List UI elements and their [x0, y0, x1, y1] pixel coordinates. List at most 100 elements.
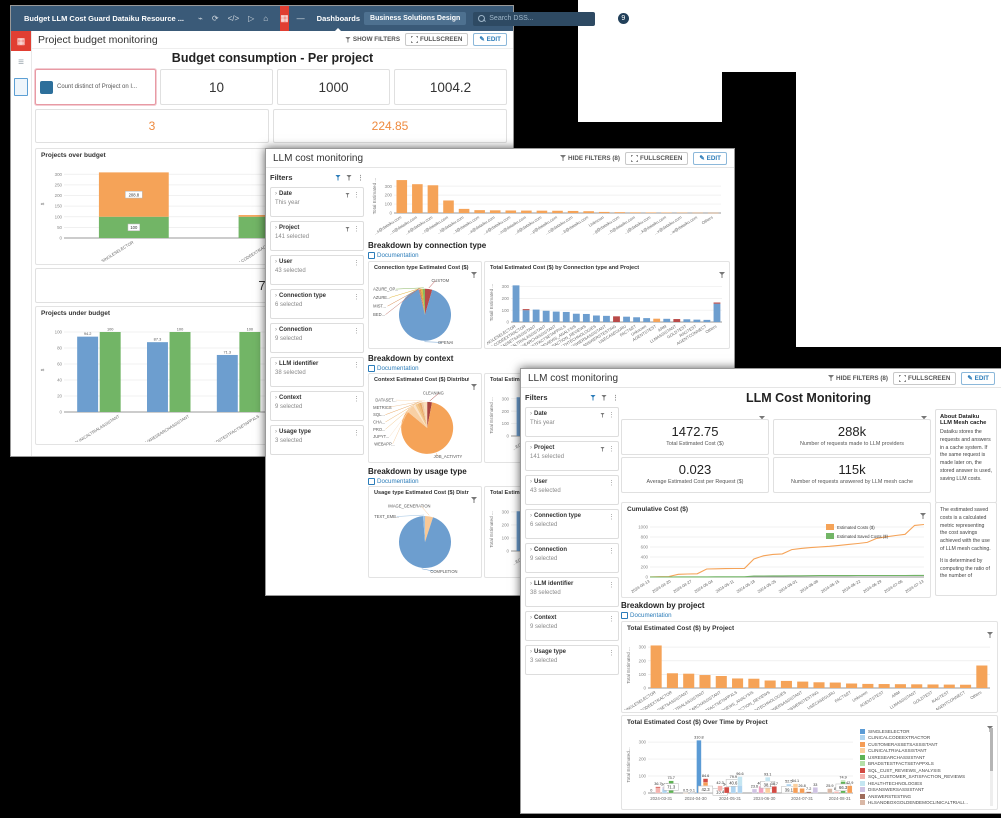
show-filters-button[interactable]: SHOW FILTERS [344, 36, 400, 43]
filter-card-date[interactable]: › Date This year ⋮ [525, 407, 619, 437]
dashboards-menu[interactable]: Dashboards [313, 6, 364, 31]
filter-card-date[interactable]: › Date This year ⋮ [270, 187, 364, 217]
filter-icon[interactable] [987, 632, 993, 638]
code-icon[interactable]: </> [227, 14, 240, 23]
filter-active-icon[interactable] [590, 394, 596, 401]
notification-badge[interactable]: 9 [617, 13, 629, 24]
filter-icon[interactable] [471, 384, 477, 390]
documentation-link[interactable]: Documentation [621, 612, 672, 619]
metric-tile-1004[interactable]: 1004.2 [394, 69, 507, 105]
kebab-icon[interactable]: ⋮ [608, 514, 615, 521]
menu-icon[interactable]: ≡ [18, 57, 24, 68]
filter-icon[interactable] [600, 446, 605, 452]
kebab-icon[interactable]: ⋮ [608, 616, 615, 623]
kebab-icon[interactable]: ⋮ [612, 394, 619, 402]
svg-text:50: 50 [57, 225, 62, 230]
dashboard-page-title: LLM Cost Monitoring [746, 391, 871, 405]
filter-icon[interactable] [471, 497, 477, 503]
kebab-icon[interactable]: ⋮ [608, 582, 615, 589]
section-breakdown-connection-type: Breakdown by connection type [368, 241, 487, 250]
filter-card-project[interactable]: › Project 141 selected ⋮ [525, 441, 619, 471]
slide-navigator-icon[interactable] [14, 78, 28, 96]
svg-text:MIST...: MIST... [373, 304, 386, 309]
filter-icon[interactable] [600, 412, 605, 418]
workspace-chip[interactable]: Business Solutions Design [364, 12, 467, 25]
filter-active-icon[interactable] [335, 174, 341, 181]
fullscreen-button[interactable]: FULLSCREEN [405, 33, 469, 46]
filter-card-llm-identifier[interactable]: › LLM identifier 38 selected ⋮ [525, 577, 619, 607]
apps-grid-icon[interactable]: ▦ [602, 13, 611, 23]
filter-icon[interactable] [471, 272, 477, 278]
legend-scrollbar[interactable] [990, 728, 993, 806]
edit-button[interactable]: ✎ EDIT [473, 33, 507, 46]
filter-card-usage-type[interactable]: › Usage type 3 selected ⋮ [525, 645, 619, 675]
filter-card-connection-type[interactable]: › Connection type 6 selected ⋮ [525, 509, 619, 539]
jobs-icon[interactable]: ▷ [248, 14, 255, 23]
documentation-link[interactable]: Documentation [368, 478, 419, 485]
filter-card-connection[interactable]: › Connection 9 selected ⋮ [270, 323, 364, 353]
edit-button[interactable]: ✎ EDIT [961, 371, 995, 385]
flow-icon[interactable]: ⌁ [198, 14, 203, 23]
kebab-icon[interactable]: ⋮ [608, 412, 615, 419]
kebab-icon[interactable]: ⋮ [353, 294, 360, 301]
kebab-icon[interactable]: ⋮ [608, 548, 615, 555]
kebab-icon[interactable]: ⋮ [608, 650, 615, 657]
metric-tile-count-distinct[interactable]: Count distinct of Project on I... [35, 69, 156, 105]
hide-filters-button[interactable]: HIDE FILTERS (8) [560, 155, 620, 162]
panel-title: Total Estimated [490, 377, 532, 383]
filter-card-user[interactable]: › User 43 selected ⋮ [525, 475, 619, 505]
dashboards-rail-icon[interactable]: ▦ [11, 31, 31, 51]
metric-total-cost[interactable]: 1472.75 Total Estimated Cost ($) [621, 419, 769, 455]
filter-card-usage-type[interactable]: › Usage type 3 selected ⋮ [270, 425, 364, 455]
svg-text:Others: Others [701, 215, 714, 226]
metric-average-cost[interactable]: 0.023 Average Estimated Cost per Request … [621, 457, 769, 493]
search-input[interactable]: Search DSS... [473, 11, 596, 26]
svg-text:2024-06-08: 2024-06-08 [799, 578, 820, 594]
svg-text:100: 100 [502, 421, 510, 426]
project-name[interactable]: Budget LLM Cost Guard Dataiku Resource .… [24, 14, 185, 23]
filter-card-project[interactable]: › Project 141 selected ⋮ [270, 221, 364, 251]
metric-requests-providers[interactable]: 288k Number of requests made to LLM provi… [773, 419, 931, 455]
documentation-link[interactable]: Documentation [368, 252, 419, 259]
filter-clear-icon[interactable] [346, 174, 352, 181]
metric-requests-cache[interactable]: 115k Number of requests answered by LLM m… [773, 457, 931, 493]
metric-tile-1000[interactable]: 1000 [277, 69, 390, 105]
filter-card-context[interactable]: › Context 9 selected ⋮ [525, 611, 619, 641]
filter-icon[interactable] [920, 513, 926, 519]
metric-tile-224[interactable]: 224.85 [273, 109, 507, 143]
svg-text:2024-08-31: 2024-08-31 [829, 796, 852, 801]
filter-card-connection-type[interactable]: › Connection type 6 selected ⋮ [270, 289, 364, 319]
svg-text:Estimated Saved Costs ($): Estimated Saved Costs ($) [837, 534, 889, 539]
filter-icon[interactable] [345, 226, 350, 232]
metric-tile-10[interactable]: 10 [160, 69, 273, 105]
filter-icon[interactable] [345, 192, 350, 198]
kebab-icon[interactable]: ⋮ [353, 396, 360, 403]
dashboards-app-icon[interactable]: ▦ [280, 6, 289, 31]
kebab-icon[interactable]: ⋮ [357, 174, 364, 182]
filter-card-context[interactable]: › Context 9 selected ⋮ [270, 391, 364, 421]
filter-card-connection[interactable]: › Connection 9 selected ⋮ [525, 543, 619, 573]
fullscreen-button[interactable]: FULLSCREEN [893, 371, 957, 385]
legend-item: SQL_CUSTOMER_SATISFACTION_REVIEWS [860, 774, 993, 780]
home-icon[interactable]: ⌂ [263, 14, 269, 23]
documentation-link[interactable]: Documentation [368, 365, 419, 372]
filter-card-user[interactable]: › User 43 selected ⋮ [270, 255, 364, 285]
kebab-icon[interactable]: ⋮ [353, 226, 360, 233]
kebab-icon[interactable]: ⋮ [353, 430, 360, 437]
kebab-icon[interactable]: ⋮ [353, 192, 360, 199]
metric-tile-3[interactable]: 3 [35, 109, 269, 143]
automation-icon[interactable]: ⟳ [211, 14, 219, 23]
filter-clear-icon[interactable] [601, 394, 607, 401]
kebab-icon[interactable]: ⋮ [353, 260, 360, 267]
edit-button[interactable]: ✎ EDIT [693, 151, 727, 165]
kebab-icon[interactable]: ⋮ [353, 328, 360, 335]
filter-card-llm-identifier[interactable]: › LLM identifier 38 selected ⋮ [270, 357, 364, 387]
external-link-icon[interactable]: ↗ [635, 14, 643, 23]
filter-icon[interactable] [719, 272, 725, 278]
hide-filters-button[interactable]: HIDE FILTERS (8) [828, 375, 888, 382]
kebab-icon[interactable]: ⋮ [608, 446, 615, 453]
kebab-icon[interactable]: ⋮ [608, 480, 615, 487]
kebab-icon[interactable]: ⋮ [353, 362, 360, 369]
svg-text:JUPYT...: JUPYT... [373, 434, 389, 439]
fullscreen-button[interactable]: FULLSCREEN [625, 151, 689, 165]
